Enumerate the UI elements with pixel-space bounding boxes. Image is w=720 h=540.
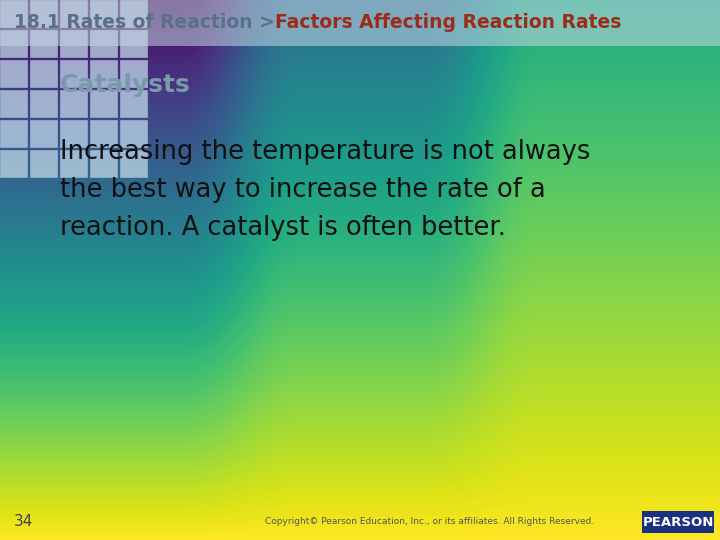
Text: Increasing the temperature is not always: Increasing the temperature is not always: [60, 139, 590, 165]
Bar: [60, 120, 87, 147]
Bar: [90, 0, 117, 27]
Bar: [30, 150, 57, 177]
Bar: [120, 120, 147, 147]
Bar: [0, 0, 27, 27]
Bar: [60, 150, 87, 177]
Bar: [120, 90, 147, 117]
Text: 34: 34: [14, 515, 33, 530]
Bar: [60, 30, 87, 57]
Bar: [120, 60, 147, 87]
Bar: [90, 60, 117, 87]
Text: reaction. A catalyst is often better.: reaction. A catalyst is often better.: [60, 215, 506, 241]
Bar: [0, 30, 27, 57]
Bar: [0, 120, 27, 147]
Bar: [120, 0, 147, 27]
Text: Catalysts: Catalysts: [60, 73, 191, 97]
Bar: [0, 0, 720, 46]
Bar: [60, 0, 87, 27]
Bar: [30, 30, 57, 57]
Bar: [30, 90, 57, 117]
Bar: [90, 30, 117, 57]
Bar: [60, 90, 87, 117]
Text: 18.1 Rates of Reaction >: 18.1 Rates of Reaction >: [14, 14, 282, 32]
Bar: [642, 511, 714, 533]
Bar: [30, 120, 57, 147]
Bar: [90, 120, 117, 147]
Bar: [30, 0, 57, 27]
Bar: [120, 150, 147, 177]
Bar: [30, 60, 57, 87]
Bar: [60, 60, 87, 87]
Bar: [0, 60, 27, 87]
Text: Factors Affecting Reaction Rates: Factors Affecting Reaction Rates: [275, 14, 621, 32]
Bar: [0, 90, 27, 117]
Bar: [120, 30, 147, 57]
Text: Copyright© Pearson Education, Inc., or its affiliates. All Rights Reserved.: Copyright© Pearson Education, Inc., or i…: [266, 517, 595, 526]
Text: the best way to increase the rate of a: the best way to increase the rate of a: [60, 177, 546, 203]
Bar: [90, 90, 117, 117]
Text: PEARSON: PEARSON: [642, 516, 714, 529]
Bar: [0, 150, 27, 177]
Bar: [90, 150, 117, 177]
